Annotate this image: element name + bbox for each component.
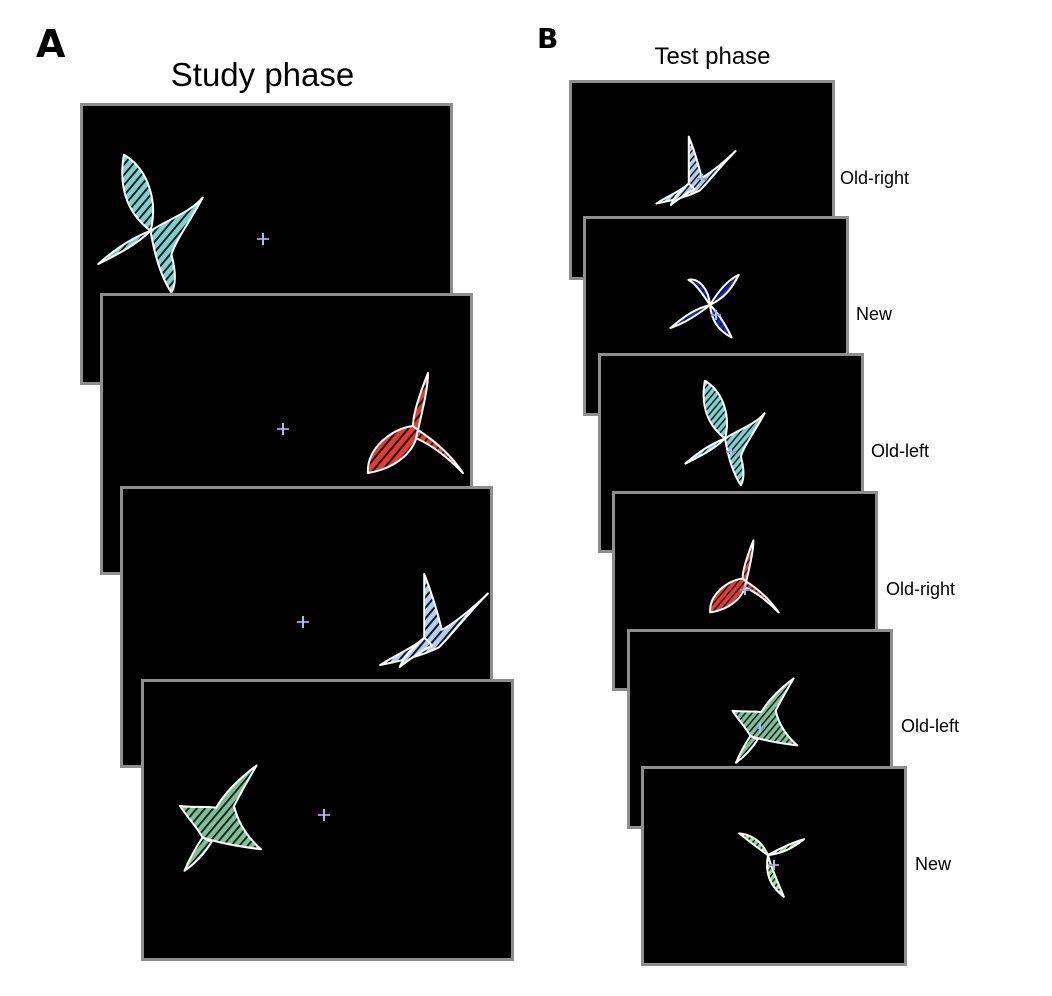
fixation-cross: [755, 723, 765, 733]
cross-leaf-stimulus-shape: [731, 677, 799, 764]
panel-a-label: A: [36, 22, 66, 66]
fixation-cross: [726, 447, 736, 457]
ribbon-stimulus-shape: [738, 832, 806, 898]
leaf-bird-stimulus-shape: [97, 153, 204, 294]
test-trial-label: Old-left: [901, 716, 960, 736]
fixation-cross: [711, 310, 721, 320]
test-trial-label: New: [856, 304, 893, 324]
hummingbird-stimulus-shape: [366, 372, 464, 474]
boot-stimulus-shape: [379, 572, 489, 668]
boot-stimulus-shape: [655, 135, 737, 207]
test-trial-label: New: [915, 854, 952, 874]
test-screen-6: [641, 766, 907, 966]
test-trial-label: Old-right: [886, 579, 956, 599]
test-trial-label: Old-left: [871, 441, 930, 461]
test-phase-title: Test phase: [654, 43, 771, 70]
study-phase-title: Study phase: [170, 56, 355, 93]
cross-leaf-stimulus-shape: [179, 764, 262, 872]
test-trial-label: Old-right: [840, 168, 910, 188]
hummingbird-stimulus-shape: [709, 539, 780, 614]
study-screen-4: [141, 679, 514, 961]
fixation-cross: [740, 585, 750, 595]
fixation-cross: [769, 860, 779, 870]
leaf-bird-stimulus-shape: [684, 379, 766, 487]
panel-b-label: B: [537, 22, 559, 55]
fixation-cross: [257, 233, 269, 245]
fixation-cross: [697, 174, 707, 184]
fixation-cross: [277, 423, 289, 435]
fixation-cross: [318, 809, 330, 821]
star-stimulus-shape: [669, 273, 740, 339]
fixation-cross: [297, 616, 309, 628]
